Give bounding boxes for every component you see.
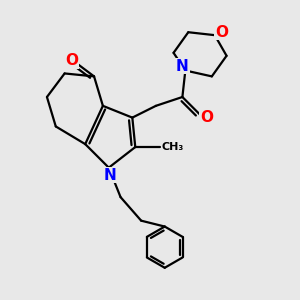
Text: O: O (200, 110, 213, 125)
Text: O: O (65, 53, 79, 68)
Text: CH₃: CH₃ (162, 142, 184, 152)
Text: N: N (104, 167, 117, 182)
Text: O: O (215, 25, 228, 40)
Text: N: N (176, 58, 189, 74)
